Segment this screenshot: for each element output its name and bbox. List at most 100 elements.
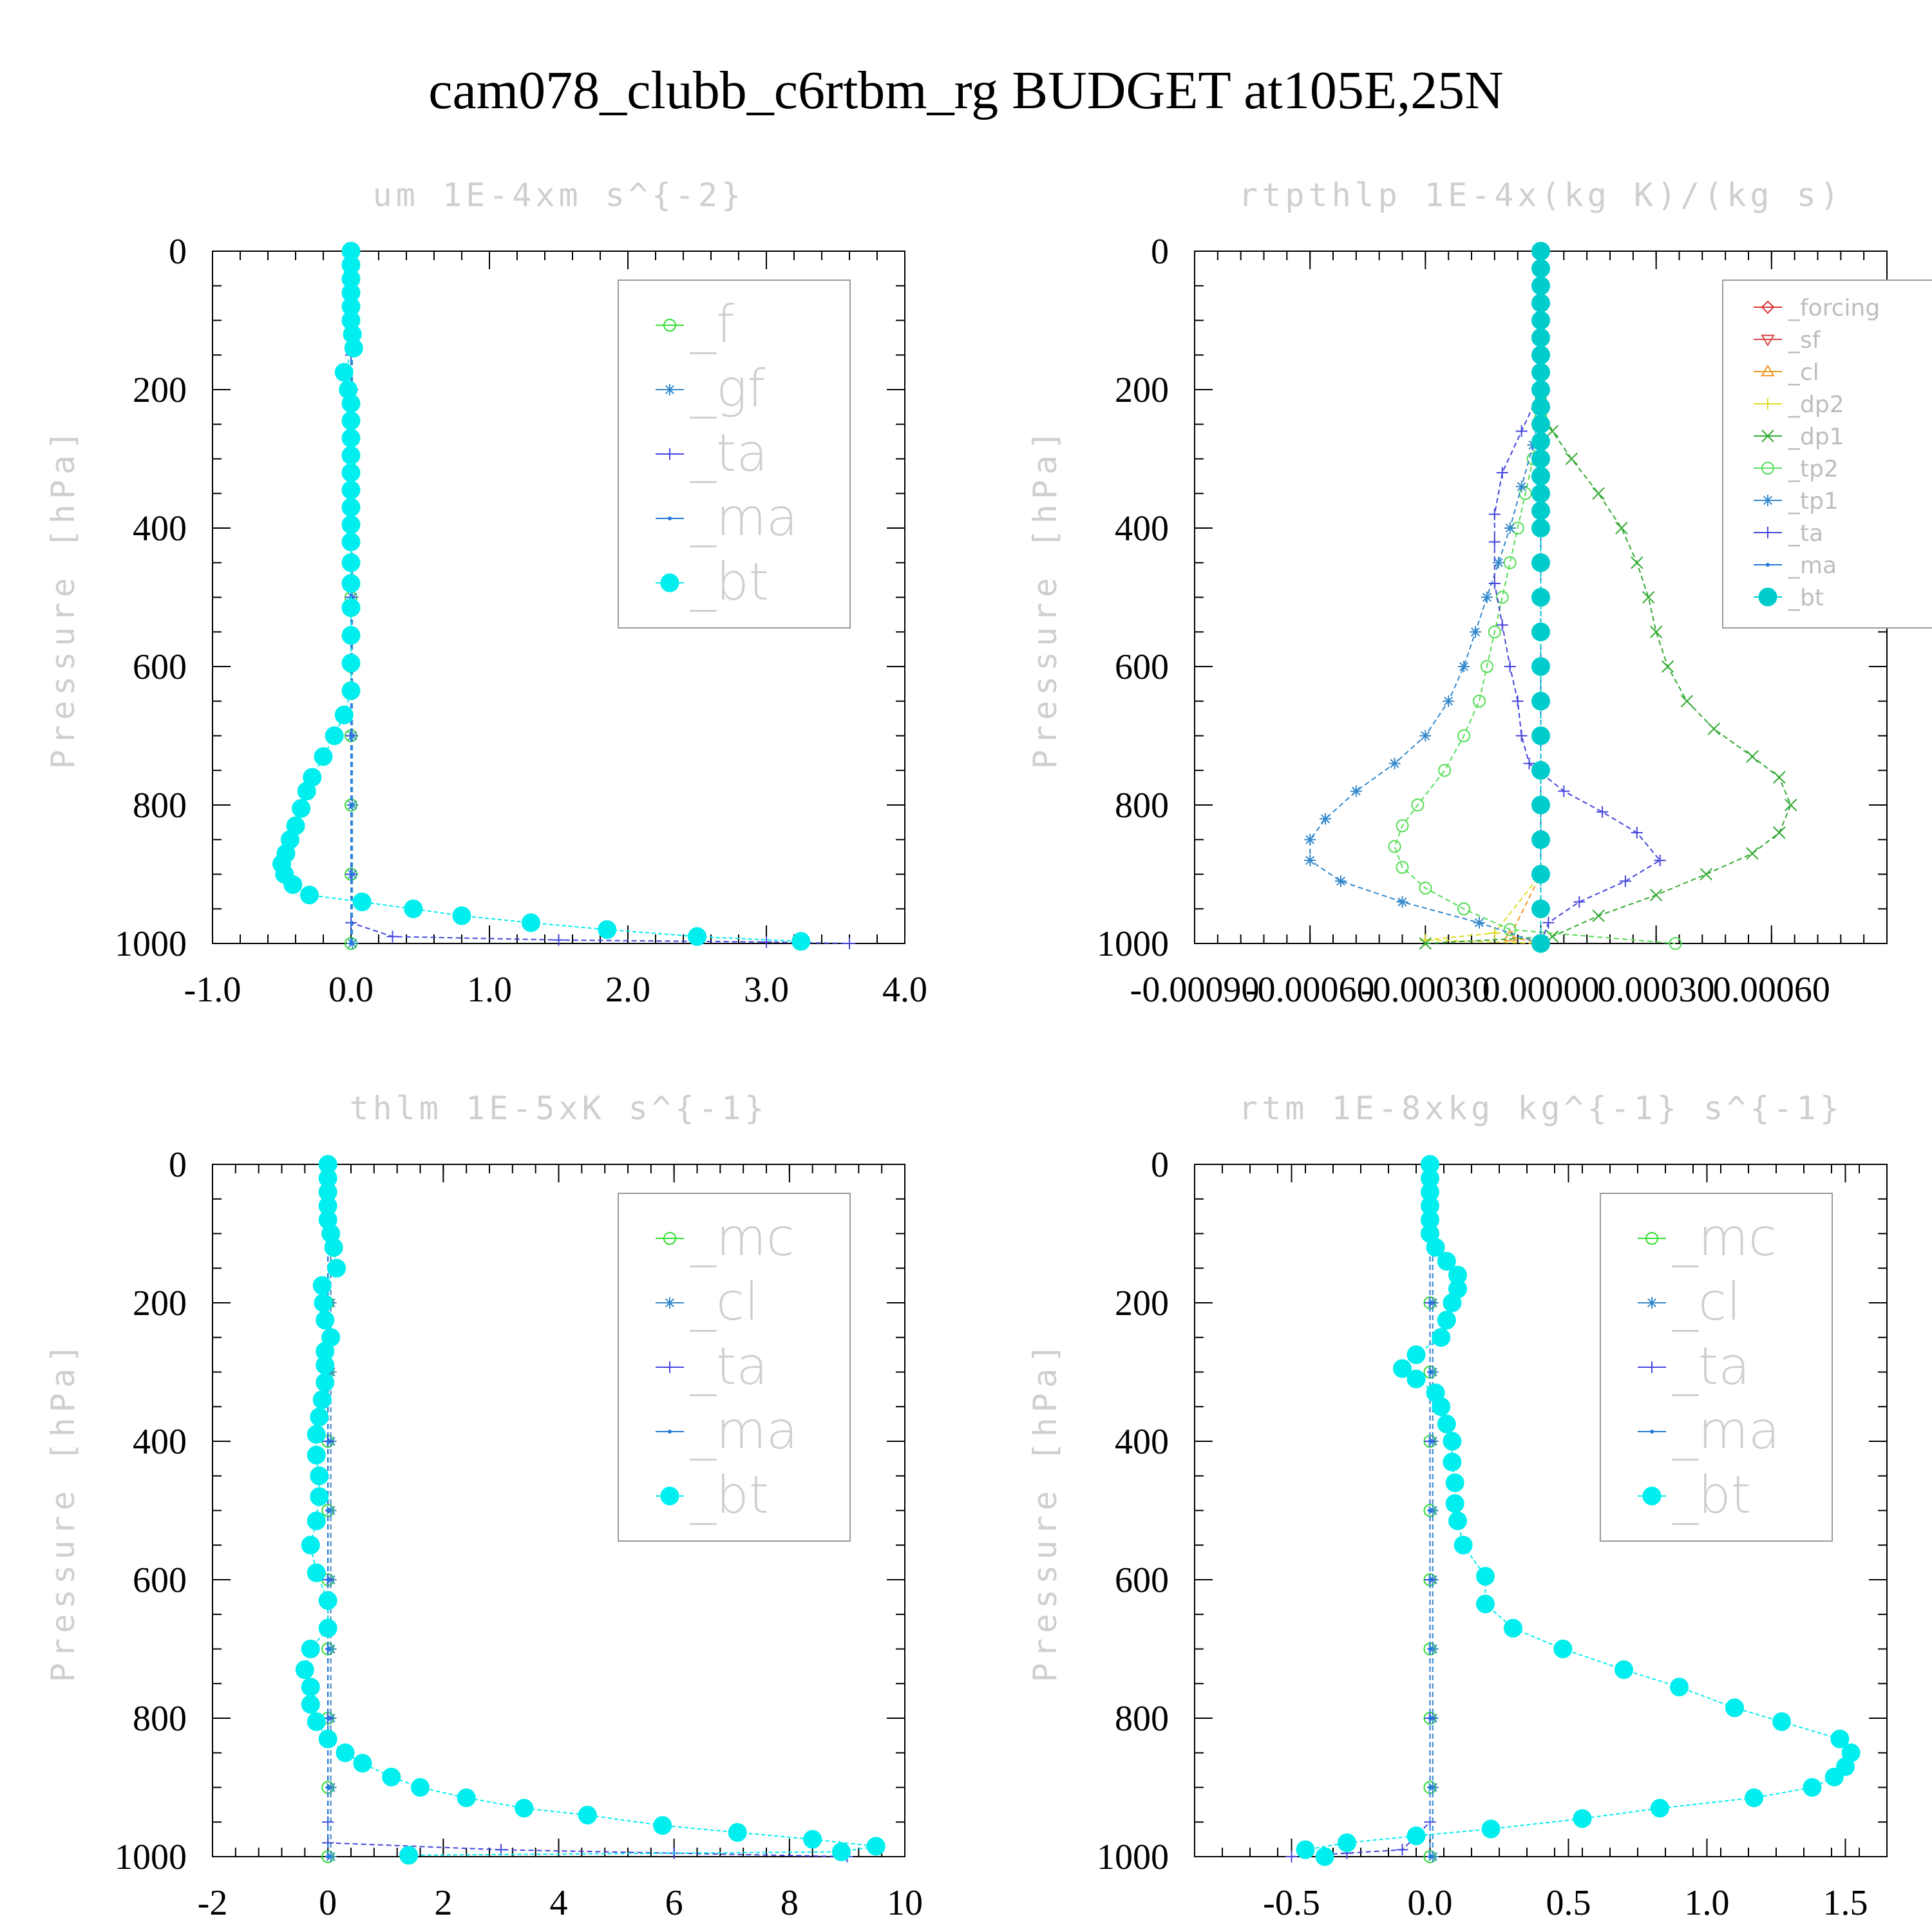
data-point (353, 1754, 372, 1773)
data-point (307, 1425, 326, 1444)
legend-marker (1758, 587, 1777, 607)
data-point (844, 938, 855, 949)
data-point (1515, 425, 1528, 437)
panel-title: rtpthlp 1E-4x(kg K)/(kg s) (1238, 176, 1843, 214)
data-point (1531, 934, 1550, 953)
data-point (1488, 508, 1501, 520)
legend-marker (1761, 430, 1774, 442)
data-point (1531, 415, 1550, 434)
data-point (1495, 591, 1509, 604)
legend-label: _dp1 (1788, 424, 1844, 450)
series-bt (295, 1155, 886, 1865)
data-point (341, 654, 361, 673)
y-axis-label: Pressure [hPa] (44, 426, 82, 769)
legend-label: _bt (690, 1465, 769, 1525)
data-point (1411, 799, 1425, 811)
data-point (1592, 909, 1605, 922)
data-point (341, 598, 361, 618)
y-tick-label: 200 (133, 1283, 187, 1323)
series-line (1291, 1164, 1431, 1857)
data-point (1531, 328, 1550, 347)
data-point (1746, 847, 1759, 860)
data-point (1428, 1301, 1432, 1305)
data-point (1650, 1799, 1669, 1818)
data-point (1445, 1473, 1464, 1492)
data-point (1654, 855, 1666, 866)
y-tick-label: 200 (133, 370, 187, 410)
data-point (1531, 450, 1550, 468)
data-point (349, 734, 353, 738)
legend-label: _ma (1672, 1401, 1780, 1461)
data-point (283, 875, 303, 895)
data-point (314, 1293, 333, 1312)
data-point (1531, 761, 1550, 780)
data-point (1419, 882, 1432, 895)
legend: _mc_cl_ta_ma_bt (618, 1193, 851, 1542)
data-point (1503, 556, 1517, 569)
data-point (1553, 1640, 1573, 1658)
data-point (307, 1511, 326, 1531)
data-point (1531, 657, 1550, 676)
data-point (1315, 1847, 1334, 1866)
data-point (341, 463, 361, 482)
data-point (1350, 785, 1362, 797)
data-point (1531, 588, 1550, 607)
x-tick-label: 3.0 (744, 970, 789, 1010)
legend-marker (664, 1361, 676, 1373)
y-tick-label: 600 (1115, 1560, 1169, 1600)
data-point (1531, 363, 1550, 382)
data-point (1480, 660, 1493, 673)
data-point (1488, 927, 1501, 939)
legend-label: _ma (1788, 553, 1837, 579)
x-tick-label: 4.0 (882, 970, 927, 1010)
y-tick-label: 1000 (1097, 1837, 1169, 1877)
legend-marker (660, 573, 679, 592)
legend: _forcing _sf _cl _dp2 _dp1 _tp2 _tp1 _ta _ma _bt (1722, 279, 1932, 629)
data-point (598, 920, 617, 939)
legend-label: _tp1 (1788, 488, 1839, 515)
legend-label: _cl (1788, 359, 1819, 386)
x-tick-label: -1.0 (184, 970, 242, 1010)
series-line (1425, 403, 1792, 944)
data-point (1531, 501, 1550, 520)
data-point (1443, 1293, 1462, 1312)
data-point (326, 1508, 330, 1513)
data-point (411, 1778, 430, 1797)
x-tick-label: 1.0 (1685, 1883, 1730, 1923)
figure-title: cam078_clubb_c6rtbm_rg BUDGET at105E,25N (428, 61, 1504, 120)
data-point (310, 1487, 329, 1506)
data-point (404, 899, 423, 918)
data-point (341, 533, 361, 551)
data-point (336, 1743, 355, 1763)
legend-label: _ma (690, 1401, 798, 1461)
data-point (1680, 695, 1694, 708)
data-point (1531, 311, 1550, 330)
data-point (341, 394, 361, 413)
data-point (399, 1846, 419, 1865)
x-tick-label: 2.0 (605, 970, 650, 1010)
data-point (326, 1785, 330, 1790)
x-tick-label: 1.0 (467, 970, 512, 1010)
data-point (1443, 1432, 1462, 1451)
x-tick-label: 0.0 (1408, 1883, 1453, 1923)
data-point (1457, 902, 1471, 916)
data-point (1458, 661, 1470, 672)
data-point (688, 927, 706, 946)
legend-label: _sf (1788, 327, 1821, 354)
data-point (1472, 694, 1486, 708)
series-tp1 (1304, 397, 1547, 949)
chart-panel-4: rtm 1E-8xkg kg^{-1} s^{-1} Pressure [hPa]… (1027, 1090, 1888, 1923)
data-point (1784, 799, 1797, 811)
data-point (1531, 242, 1550, 261)
data-point (341, 553, 361, 573)
data-point (341, 515, 361, 535)
data-point (1745, 1788, 1764, 1808)
legend-label: _mc (690, 1208, 795, 1267)
data-point (326, 1716, 330, 1720)
legend-marker (1761, 365, 1775, 377)
data-point (341, 498, 361, 517)
data-point (1531, 397, 1550, 417)
data-point (341, 574, 361, 593)
data-point (334, 363, 354, 382)
